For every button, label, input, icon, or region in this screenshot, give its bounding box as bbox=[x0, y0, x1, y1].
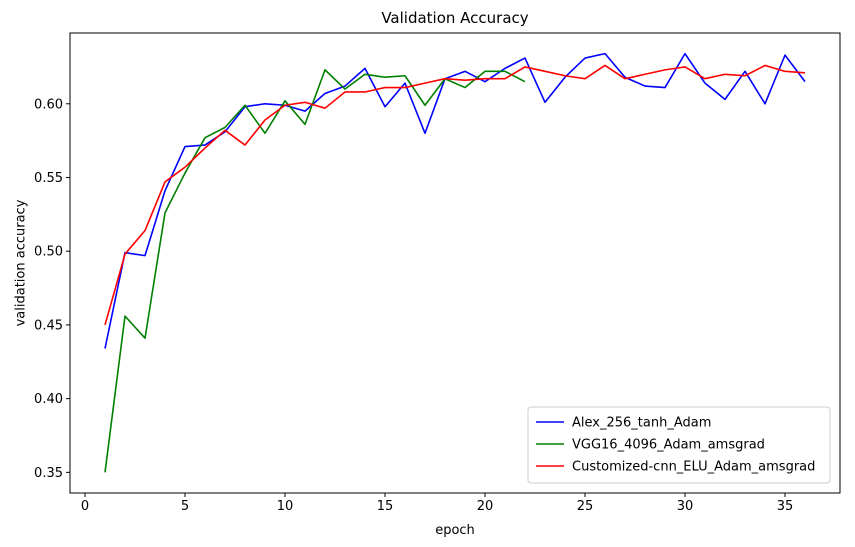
legend-box bbox=[527, 406, 831, 484]
x-tick-label: 30 bbox=[677, 499, 694, 514]
series-line-alex-256-tanh-adam bbox=[104, 52, 806, 349]
x-tick-label: 0 bbox=[81, 499, 89, 514]
y-axis-label: validation accuracy bbox=[14, 199, 29, 326]
series-line-customized-cnn-elu-adam-amsgrad bbox=[104, 64, 806, 326]
y-tick-label: 0.35 bbox=[34, 466, 63, 481]
y-tick-label: 0.40 bbox=[34, 392, 63, 407]
legend: Alex_256_tanh_Adam VGG16_4096_Adam_amsgra… bbox=[527, 406, 831, 484]
y-axis-ticks: 0.35 0.40 0.45 0.50 0.55 0.60 bbox=[34, 97, 70, 481]
x-axis-ticks: 0 5 10 15 20 25 30 35 bbox=[81, 493, 793, 514]
x-tick-label: 20 bbox=[477, 499, 494, 514]
legend-label: Alex_256_tanh_Adam bbox=[572, 416, 711, 431]
y-tick-label: 0.45 bbox=[34, 318, 63, 333]
x-tick-label: 25 bbox=[577, 499, 594, 514]
y-tick-label: 0.60 bbox=[34, 97, 63, 112]
chart-title: Validation Accuracy bbox=[381, 9, 528, 27]
x-tick-label: 10 bbox=[277, 499, 294, 514]
x-tick-label: 15 bbox=[377, 499, 394, 514]
series-line-vgg16-4096-adam-amsgrad bbox=[104, 69, 526, 473]
y-tick-label: 0.50 bbox=[34, 245, 63, 260]
x-tick-label: 5 bbox=[181, 499, 189, 514]
legend-label: VGG16_4096_Adam_amsgrad bbox=[572, 438, 765, 453]
series-layer bbox=[104, 52, 806, 473]
x-tick-label: 35 bbox=[777, 499, 794, 514]
legend-label: Customized-cnn_ELU_Adam_amsgrad bbox=[572, 460, 815, 475]
plot-frame bbox=[69, 32, 841, 494]
x-axis-label: epoch bbox=[435, 523, 475, 538]
y-tick-label: 0.55 bbox=[34, 171, 63, 186]
